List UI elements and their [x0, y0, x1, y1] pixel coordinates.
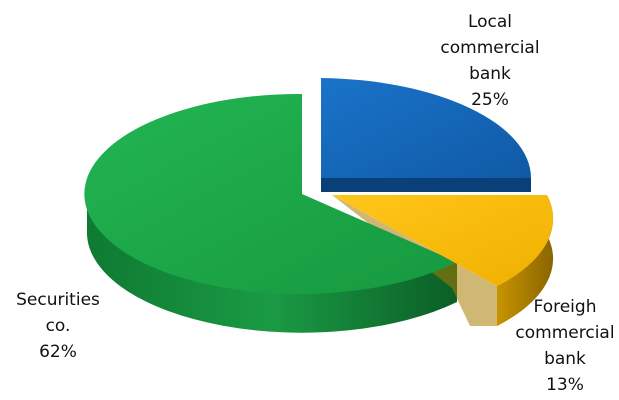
pie-slice-foreign-commercial-bank	[332, 195, 554, 286]
label-securities-value: 62%	[39, 342, 77, 362]
label-foreign-commercial-bank: Foreigh commercial bank 13%	[515, 297, 614, 395]
label-local-value: 25%	[471, 90, 509, 110]
label-securities-line-2: co.	[46, 316, 71, 336]
slice-side-securities	[87, 194, 457, 333]
label-foreign-line-3: bank	[544, 349, 586, 369]
pie-slice-local-commercial-bank	[321, 78, 532, 178]
label-local-line-3: bank	[469, 64, 511, 84]
pie-slice-securities	[84, 93, 457, 294]
label-local-line-2: commercial	[440, 38, 539, 58]
label-foreign-line-1: Foreigh	[534, 297, 597, 317]
label-local-commercial-bank: Local commercial bank 25%	[440, 12, 539, 110]
label-securities-line-1: Securities	[16, 290, 100, 310]
label-foreign-value: 13%	[546, 375, 584, 395]
slice-side-foreign-rim	[497, 195, 554, 326]
slice-side-foreign	[332, 195, 497, 326]
label-securities-co: Securities co. 62%	[16, 290, 100, 362]
slice-side-local	[321, 178, 531, 192]
label-foreign-line-2: commercial	[515, 323, 614, 343]
label-local-line-1: Local	[468, 12, 512, 32]
